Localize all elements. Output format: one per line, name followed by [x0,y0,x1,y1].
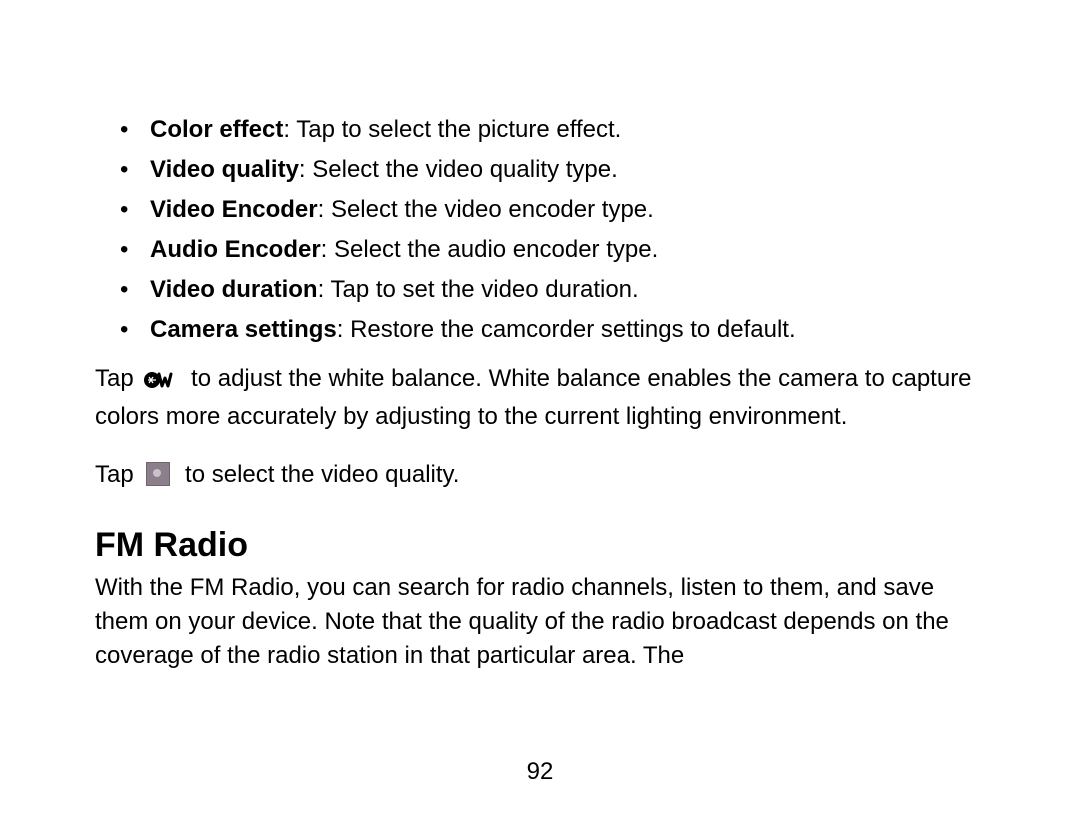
setting-term: Video Encoder [150,196,318,223]
setting-desc: : Tap to set the video duration. [318,276,639,303]
setting-term: Video quality [150,156,299,183]
list-item: Video quality: Select the video quality … [150,150,985,190]
manual-page: Color effect: Tap to select the picture … [0,0,1080,822]
list-item: Color effect: Tap to select the picture … [150,110,985,150]
setting-desc: : Select the audio encoder type. [321,236,659,263]
white-balance-paragraph: Tap to adjust the white balance. White b… [95,362,985,434]
page-number: 92 [0,758,1080,786]
list-item: Camera settings: Restore the camcorder s… [150,310,985,350]
section-body: With the FM Radio, you can search for ra… [95,571,985,673]
video-quality-icon [146,462,170,486]
section-heading-fm-radio: FM Radio [95,526,985,565]
setting-desc: : Restore the camcorder settings to defa… [337,316,796,343]
settings-list: Color effect: Tap to select the picture … [95,110,985,350]
video-quality-paragraph: Tap to select the video quality. [95,458,985,492]
vq-suffix: to select the video quality. [185,461,459,488]
setting-term: Audio Encoder [150,236,321,263]
white-balance-icon [144,366,178,400]
list-item: Video Encoder: Select the video encoder … [150,190,985,230]
setting-desc: : Select the video encoder type. [318,196,654,223]
list-item: Video duration: Tap to set the video dur… [150,270,985,310]
list-item: Audio Encoder: Select the audio encoder … [150,230,985,270]
setting-desc: : Select the video quality type. [299,156,618,183]
setting-term: Camera settings [150,316,337,343]
setting-term: Color effect [150,116,283,143]
setting-desc: : Tap to select the picture effect. [283,116,621,143]
vq-prefix: Tap [95,461,140,488]
setting-term: Video duration [150,276,318,303]
wb-prefix: Tap [95,365,140,392]
wb-suffix: to adjust the white balance. White balan… [95,365,972,430]
